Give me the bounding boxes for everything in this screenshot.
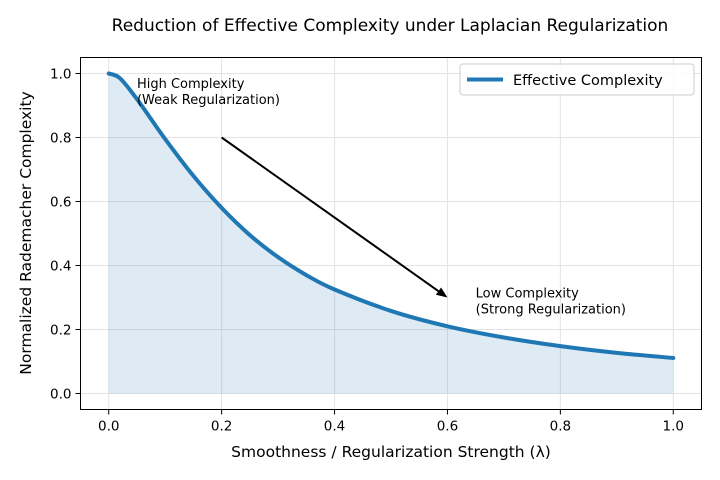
x-tick-label: 0.4 <box>324 419 345 435</box>
legend-box <box>459 63 695 96</box>
series-line-layer <box>106 71 676 360</box>
arrow-layer <box>221 136 448 298</box>
plot-frame <box>80 57 702 410</box>
annotation-layer: High Complexity (Weak Regularization) Low … <box>137 77 626 318</box>
series-line <box>106 71 676 360</box>
high-complexity-annotation-line: (Weak Regularization) <box>137 93 280 108</box>
high-complexity-annotation: High Complexity (Weak Regularization) <box>137 77 280 108</box>
series-area-fill <box>108 73 674 394</box>
legend-label: Effective Complexity <box>513 73 663 89</box>
x-tick-label: 0.6 <box>437 419 458 435</box>
low-complexity-annotation-line: (Strong Regularization) <box>476 303 626 318</box>
grid <box>80 57 702 410</box>
x-tick-label: 0.2 <box>211 419 232 435</box>
chart-title: Reduction of Effective Complexity under … <box>112 16 669 36</box>
legend: Effective Complexity <box>459 63 695 96</box>
high-complexity-annotation-line: High Complexity <box>137 77 245 92</box>
x-axis-label: Smoothness / Regularization Strength (λ) <box>231 443 551 461</box>
x-tick-label: 0.8 <box>550 419 571 435</box>
arrow-shaft <box>221 136 440 292</box>
y-tick-label: 0.8 <box>50 131 71 147</box>
arrow-head <box>435 287 448 298</box>
y-tick-label: 0.2 <box>50 323 71 339</box>
low-complexity-annotation: Low Complexity (Strong Regularization) <box>476 287 626 318</box>
y-tick-label: 0.4 <box>50 259 71 275</box>
x-tick-label: 1.0 <box>663 419 684 435</box>
low-complexity-annotation-line: Low Complexity <box>476 287 579 302</box>
y-axis-label: Normalized Rademacher Complexity <box>17 91 35 374</box>
y-tick-label: 0.6 <box>50 195 71 211</box>
tick-layer: 0.0 0.2 0.4 0.6 0.8 1.0 0.0 0.2 0.4 0.6 0.8 1.0 <box>50 67 684 435</box>
y-tick-label: 0.0 <box>50 387 71 403</box>
y-tick-label: 1.0 <box>50 67 71 83</box>
area-fill-layer <box>108 73 674 394</box>
x-tick-label: 0.0 <box>98 419 119 435</box>
